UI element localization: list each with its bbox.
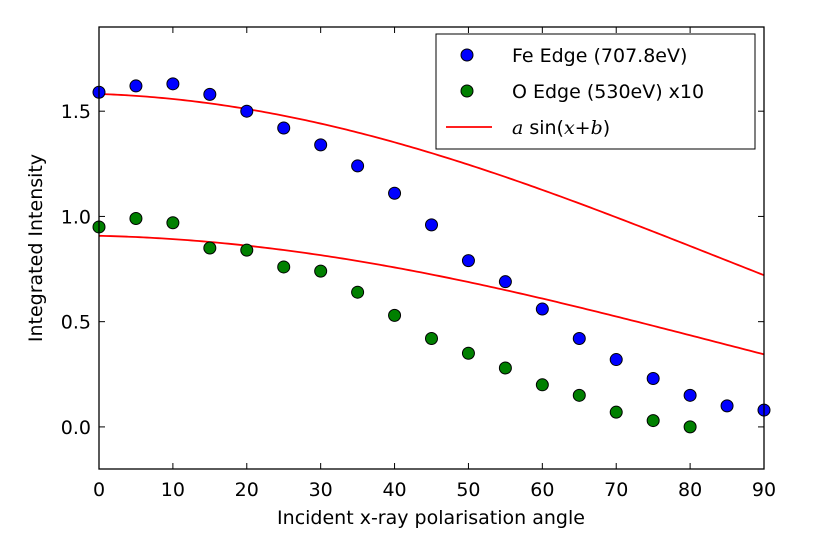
x-tick-label: 50 <box>456 479 480 501</box>
point-fe <box>609 353 623 367</box>
legend-label-fe: Fe Edge (707.8eV) <box>512 45 687 67</box>
y-tick-label: 1.5 <box>61 101 91 123</box>
legend-label-fit: a sin(x+b) <box>512 117 610 139</box>
point-o <box>572 388 586 402</box>
point-o <box>166 216 180 230</box>
point-fe <box>683 388 697 402</box>
point-o <box>203 241 217 255</box>
x-tick-label: 40 <box>382 479 406 501</box>
y-axis-label: Integrated Intensity <box>25 154 47 342</box>
x-tick-label: 30 <box>309 479 333 501</box>
point-fe <box>572 332 586 345</box>
x-tick-label: 0 <box>93 479 105 501</box>
legend-label-fit-sin: sin( <box>529 117 564 139</box>
point-fe <box>129 79 143 93</box>
x-tick-label: 20 <box>235 479 259 501</box>
point-fe <box>388 186 402 200</box>
legend-marker-fe <box>460 48 474 62</box>
legend-label-fit-close: ) <box>603 117 610 139</box>
fit-line-fe <box>98 93 765 277</box>
point-o <box>351 285 365 299</box>
plot-frame <box>98 26 765 470</box>
point-fe <box>166 77 180 91</box>
point-fe <box>535 302 549 316</box>
point-fe <box>720 399 734 413</box>
x-axis-label: Incident x-ray polarisation angle <box>277 507 585 529</box>
point-fe <box>461 254 475 268</box>
y-tick-label: 0.5 <box>61 312 91 334</box>
point-fe <box>425 218 438 232</box>
y-tick-label: 1.0 <box>61 206 91 228</box>
point-fe <box>277 121 291 135</box>
y-tick-label: 0.0 <box>61 417 91 439</box>
point-fe <box>351 159 365 173</box>
legend-label-fit-arg: x+b <box>564 117 603 139</box>
point-o <box>498 361 512 375</box>
point-o <box>388 308 402 322</box>
point-fe <box>203 87 217 101</box>
point-fe <box>314 138 328 152</box>
point-fe <box>240 104 254 118</box>
point-o <box>425 332 438 345</box>
y-axis-ticks: 0.0 0.5 1.0 1.5 <box>61 101 764 439</box>
point-o <box>240 243 254 257</box>
point-o <box>314 264 328 278</box>
point-o <box>129 212 143 226</box>
x-tick-label: 60 <box>530 479 554 501</box>
legend-marker-o <box>460 84 474 98</box>
point-fe <box>646 372 660 385</box>
legend-label-fit-a: a <box>512 117 523 139</box>
legend-label-o: O Edge (530eV) x10 <box>512 81 704 103</box>
point-o <box>683 420 697 434</box>
x-axis-ticks: 0 10 20 30 40 50 60 70 80 90 <box>93 27 776 501</box>
x-tick-label: 80 <box>678 479 702 501</box>
point-o <box>277 260 291 274</box>
point-o <box>461 346 475 360</box>
point-o <box>535 378 549 392</box>
point-fe <box>498 275 512 289</box>
point-o <box>609 405 623 419</box>
legend-box <box>435 33 756 150</box>
point-o <box>646 414 660 428</box>
x-tick-label: 70 <box>604 479 628 501</box>
x-tick-label: 10 <box>161 479 185 501</box>
legend: Fe Edge (707.8eV) O Edge (530eV) x10 a si… <box>435 33 756 150</box>
x-tick-label: 90 <box>752 479 776 501</box>
